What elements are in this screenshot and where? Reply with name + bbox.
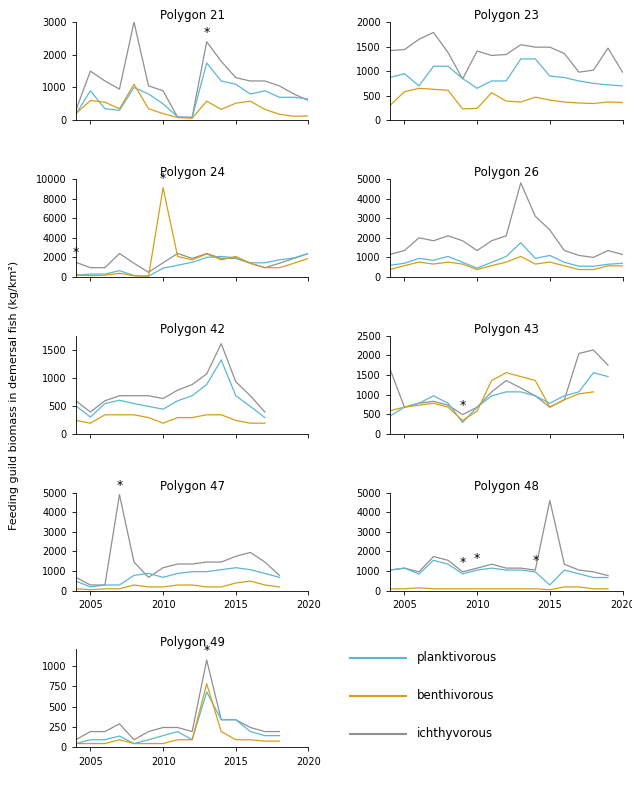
Text: benthivorous: benthivorous [416,689,494,702]
Title: Polygon 47: Polygon 47 [160,479,224,493]
Title: Polygon 43: Polygon 43 [474,323,538,336]
Text: ichthyvorous: ichthyvorous [416,727,493,740]
Title: Polygon 26: Polygon 26 [474,166,538,179]
Text: *: * [532,554,538,567]
Title: Polygon 21: Polygon 21 [160,9,224,22]
Text: *: * [459,556,466,569]
Text: *: * [116,479,123,492]
Text: *: * [474,552,480,566]
Text: *: * [459,399,466,411]
Title: Polygon 24: Polygon 24 [160,166,224,179]
Text: *: * [204,644,210,657]
Text: *: * [73,246,79,259]
Text: *: * [204,26,210,39]
Title: Polygon 48: Polygon 48 [474,479,538,493]
Title: Polygon 42: Polygon 42 [160,323,224,336]
Text: Feeding guild biomass in demersal fish (kg/km²): Feeding guild biomass in demersal fish (… [9,261,19,530]
Text: planktivorous: planktivorous [416,652,497,664]
Title: Polygon 23: Polygon 23 [474,9,538,22]
Title: Polygon 49: Polygon 49 [160,637,224,649]
Text: *: * [160,172,166,185]
